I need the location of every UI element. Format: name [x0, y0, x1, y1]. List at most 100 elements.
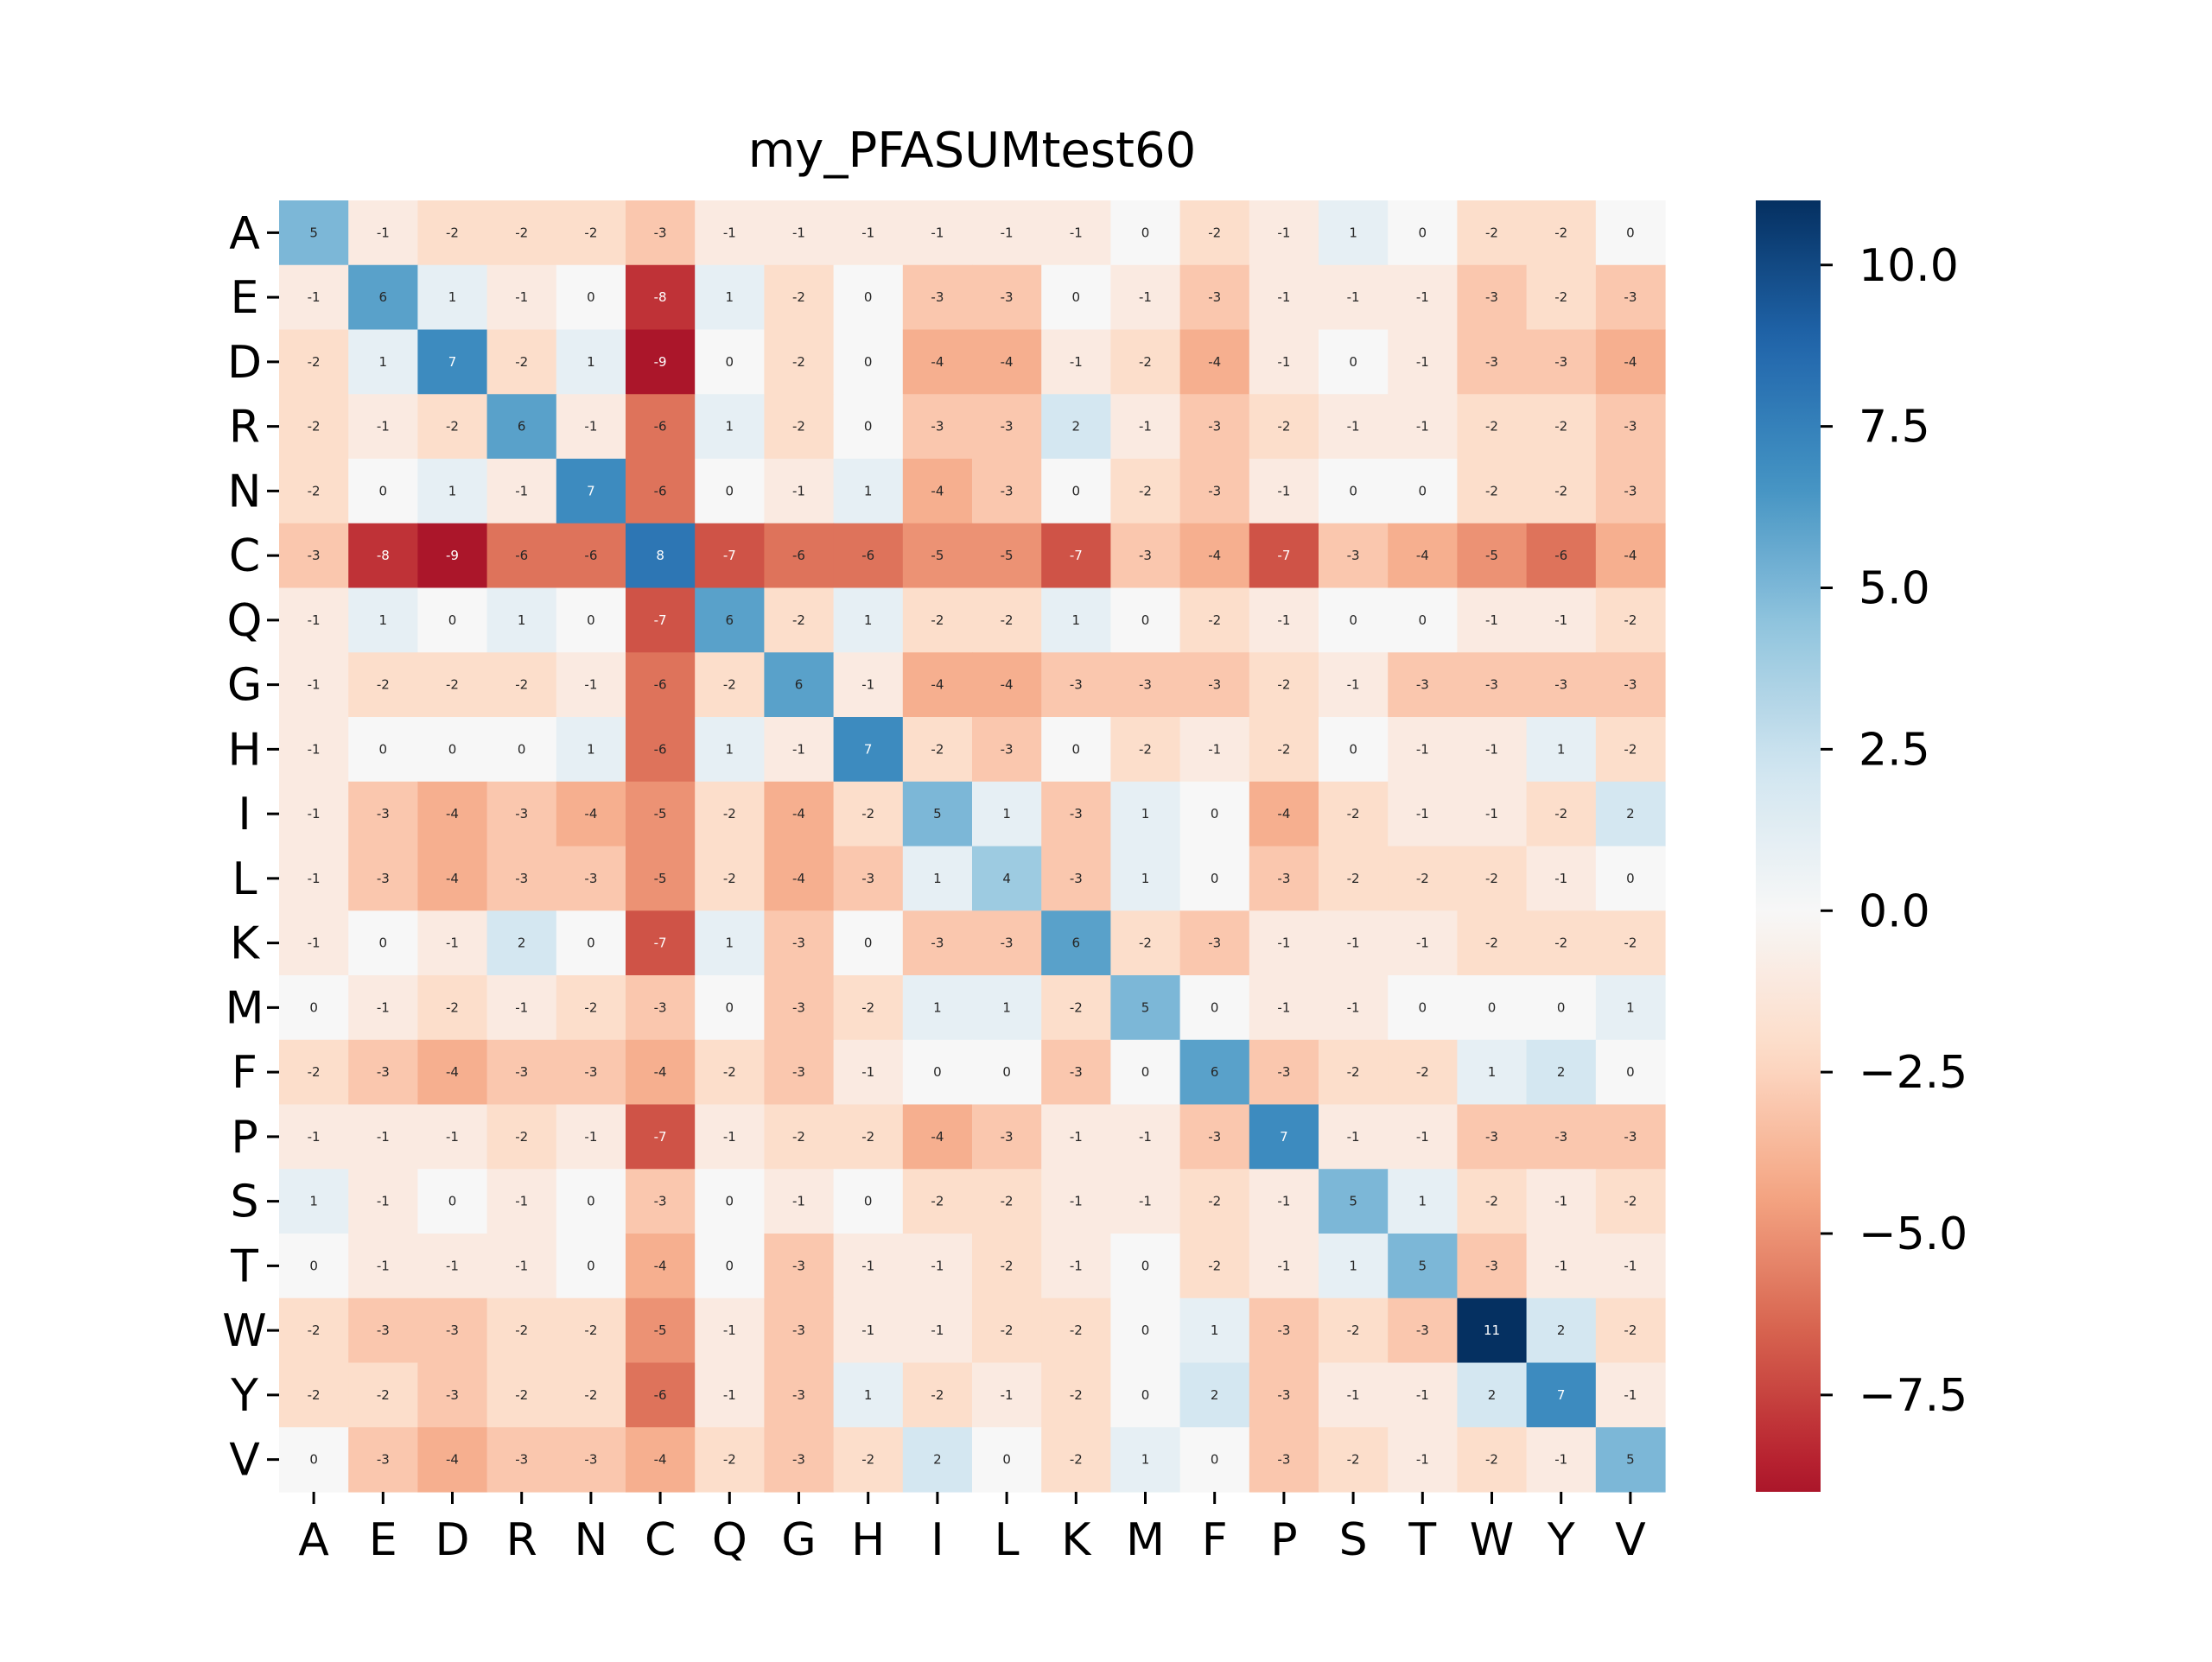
cell-value-label: 0 [726, 1194, 734, 1209]
cell-value-label: 0 [379, 741, 388, 757]
heatmap-cell [348, 523, 418, 589]
cell-value-label: -2 [1485, 1452, 1498, 1468]
heatmap-cell [1457, 975, 1528, 1041]
heatmap-cell [1041, 781, 1111, 847]
cell-value-label: -1 [1277, 1194, 1290, 1209]
x-tick-label: Q [712, 1514, 747, 1566]
cell-value-label: -3 [931, 936, 944, 951]
cell-value-label: -6 [1554, 548, 1567, 563]
y-tick-label: C [229, 530, 260, 582]
heatmap-cell [1179, 910, 1250, 976]
cell-value-label: 1 [864, 1387, 873, 1403]
cell-value-label: -2 [446, 999, 459, 1015]
x-tick-label: R [506, 1514, 537, 1566]
heatmap-cell [1249, 717, 1319, 783]
cell-value-label: -3 [1554, 354, 1567, 370]
cell-value-label: 0 [309, 999, 318, 1015]
heatmap-cell [1595, 1362, 1666, 1428]
cell-value-label: 0 [587, 936, 595, 951]
cell-value-label: 0 [1211, 1452, 1219, 1468]
cell-value-label: -1 [1416, 289, 1429, 305]
cell-value-label: -1 [1554, 612, 1567, 628]
cell-value-label: 1 [379, 612, 388, 628]
heatmap-cell [1388, 910, 1458, 976]
heatmap-cell [764, 910, 835, 976]
heatmap-cell [1110, 1039, 1181, 1106]
cell-value-label: -3 [861, 871, 874, 886]
heatmap-cell [833, 459, 904, 524]
heatmap-cell [1388, 1104, 1458, 1170]
heatmap-cell [1457, 200, 1528, 266]
cell-value-label: -3 [931, 289, 944, 305]
cell-value-label: -2 [515, 677, 528, 693]
heatmap-cell [279, 1362, 349, 1428]
heatmap-cell [1526, 523, 1597, 589]
heatmap-cell [1179, 652, 1250, 718]
heatmap-cell [1319, 846, 1389, 911]
heatmap-cell [833, 846, 904, 911]
cell-value-label: -1 [584, 1129, 597, 1145]
heatmap-cell [556, 652, 626, 718]
cell-value-label: 7 [1557, 1387, 1566, 1403]
heatmap-cell [1179, 329, 1250, 395]
heatmap-cell [279, 1234, 349, 1299]
heatmap-cell [1388, 459, 1458, 524]
heatmap-cell [833, 264, 904, 331]
heatmap-cell [1041, 394, 1111, 460]
heatmap-cell [279, 652, 349, 718]
colorbar-tick-label: 5.0 [1859, 563, 1930, 615]
cell-value-label: -2 [1554, 419, 1567, 435]
cell-value-label: 0 [1072, 289, 1081, 305]
heatmap-cell [348, 1427, 418, 1493]
cell-value-label: 0 [726, 999, 734, 1015]
cell-value-label: 6 [518, 419, 526, 435]
heatmap-cell [695, 459, 765, 524]
colorbar-tick-label: 0.0 [1859, 885, 1930, 937]
heatmap-cell [1595, 394, 1666, 460]
cell-value-label: -2 [1001, 1194, 1014, 1209]
cell-value-label: -3 [792, 1387, 805, 1403]
heatmap-cell [972, 717, 1042, 783]
heatmap-cell [972, 394, 1042, 460]
heatmap-cell [348, 846, 418, 911]
cell-value-label: -1 [1554, 1194, 1567, 1209]
heatmap-cell [833, 523, 904, 589]
cell-value-label: -3 [654, 999, 667, 1015]
heatmap-cell [486, 459, 557, 524]
cell-value-label: -1 [1277, 999, 1290, 1015]
cell-value-label: -5 [1485, 548, 1498, 563]
heatmap-cell [417, 587, 488, 653]
heatmap-cell [348, 587, 418, 653]
cell-value-label: -3 [1624, 289, 1637, 305]
cell-value-label: -1 [377, 1258, 390, 1273]
cell-value-label: -1 [377, 225, 390, 240]
cell-value-label: -1 [1416, 354, 1429, 370]
cell-value-label: 1 [1557, 741, 1566, 757]
cell-value-label: -1 [308, 806, 321, 821]
x-tick-label: F [1202, 1514, 1228, 1566]
heatmap-cell [1319, 329, 1389, 395]
y-tick-label: R [229, 402, 260, 454]
cell-value-label: -1 [792, 483, 805, 498]
heatmap-cell [695, 200, 765, 266]
cell-value-label: -2 [1485, 419, 1498, 435]
cell-value-label: -3 [1070, 677, 1083, 693]
cell-value-label: -3 [1485, 354, 1498, 370]
heatmap-cell [695, 975, 765, 1041]
cell-value-label: 0 [1349, 612, 1357, 628]
cell-value-label: -1 [377, 999, 390, 1015]
heatmap-cell [1595, 846, 1666, 911]
heatmap-cell [1179, 1362, 1250, 1428]
heatmap-cell [1457, 1169, 1528, 1234]
heatmap-cell [1319, 200, 1389, 266]
heatmap-cell [695, 1104, 765, 1170]
heatmap-cell [1249, 1297, 1319, 1364]
cell-value-label: -2 [723, 871, 736, 886]
cell-value-label: -4 [654, 1258, 667, 1273]
heatmap-cell [833, 1427, 904, 1493]
cell-value-label: -3 [1485, 289, 1498, 305]
cell-value-label: 0 [726, 1258, 734, 1273]
heatmap-cell [1179, 264, 1250, 331]
